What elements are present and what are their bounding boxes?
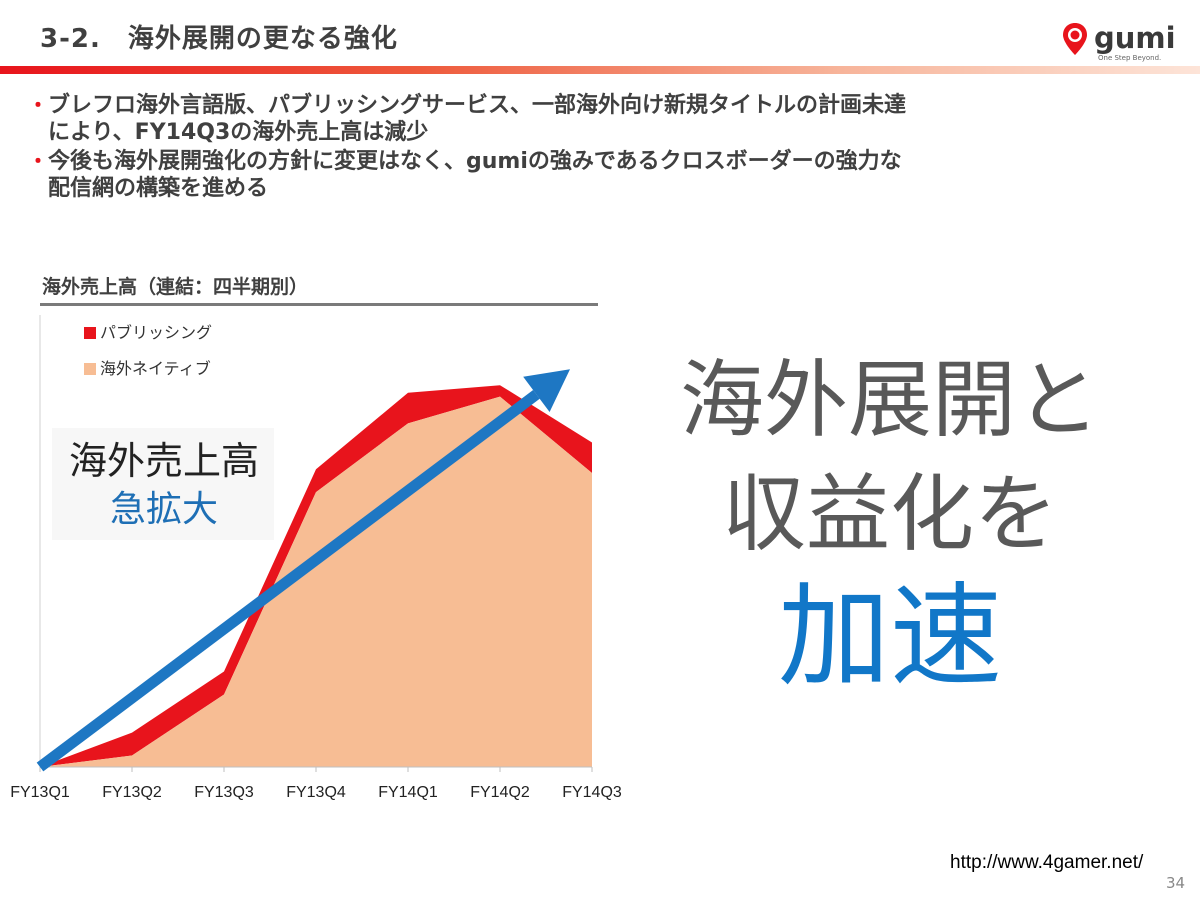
bullet-marker: ・ [28, 149, 48, 173]
area-series-0 [40, 396, 592, 767]
gumi-logo: gumi One Step Beyond. [1062, 22, 1182, 66]
bullet-item: ・ 今後も海外展開強化の方針に変更はなく、gumiの強みであるクロスボーダーの強… [28, 148, 1128, 202]
legend-label: 海外ネイティブ [100, 359, 211, 378]
legend-label: パブリッシング [100, 323, 212, 342]
x-tick-label: FY13Q4 [286, 784, 346, 801]
x-tick-label: FY13Q1 [10, 784, 70, 801]
sales-area-chart: FY13Q1 FY13Q2 FY13Q3 FY13Q4 FY14Q1 FY14Q2 FY14… [10, 310, 638, 820]
x-tick-label: FY13Q3 [194, 784, 254, 801]
callout-box [52, 428, 274, 540]
legend-swatch [84, 363, 96, 375]
x-tick-label: FY14Q2 [470, 784, 530, 801]
big-message-accent: 加速 [778, 572, 1002, 702]
bullet-text: ブレフロ海外言語版、パブリッシングサービス、一部海外向け新規タイトルの計画未達 [48, 93, 907, 118]
trend-arrow-shaft [36, 389, 540, 772]
trend-arrow-head [523, 369, 570, 412]
title-underline-bar [0, 66, 1200, 74]
page-number: 34 [1166, 874, 1186, 892]
callout-headline: 海外売上高 [68, 439, 259, 483]
bullet-list: ・ ブレフロ海外言語版、パブリッシングサービス、一部海外向け新規タイトルの計画未… [28, 92, 1128, 204]
bullet-marker: ・ [28, 93, 48, 117]
big-message-line-1: 海外展開と [679, 351, 1100, 449]
area-series-1 [40, 385, 592, 767]
bullet-text: により、FY14Q3の海外売上高は減少 [48, 120, 429, 145]
legend-swatch [84, 327, 96, 339]
chart-title: 海外売上高（連結：四半期別） [42, 276, 309, 298]
callout-subline: 急拡大 [109, 489, 218, 530]
map-pin-icon [1063, 23, 1087, 55]
bullet-text: 配信網の構築を進める [48, 176, 269, 201]
big-message-line-2: 収益化を [721, 465, 1058, 563]
chart-title-rule [40, 303, 598, 306]
x-tick-label: FY14Q1 [378, 784, 438, 801]
trend-arrow [36, 369, 570, 772]
x-axis: FY13Q1 FY13Q2 FY13Q3 FY13Q4 FY14Q1 FY14Q2 FY14… [10, 315, 622, 801]
logo-tagline: One Step Beyond. [1098, 54, 1162, 62]
bullet-text: 今後も海外展開強化の方針に変更はなく、gumiの強みであるクロスボーダーの強力な [48, 149, 902, 174]
x-tick-label: FY14Q3 [562, 784, 622, 801]
slide-title: 3-2. 海外展開の更なる強化 [40, 24, 398, 54]
source-url: http://www.4gamer.net/ [950, 852, 1144, 873]
logo-brand: gumi [1094, 21, 1176, 55]
x-tick-label: FY13Q2 [102, 784, 162, 801]
bullet-item: ・ ブレフロ海外言語版、パブリッシングサービス、一部海外向け新規タイトルの計画未… [28, 92, 1128, 146]
